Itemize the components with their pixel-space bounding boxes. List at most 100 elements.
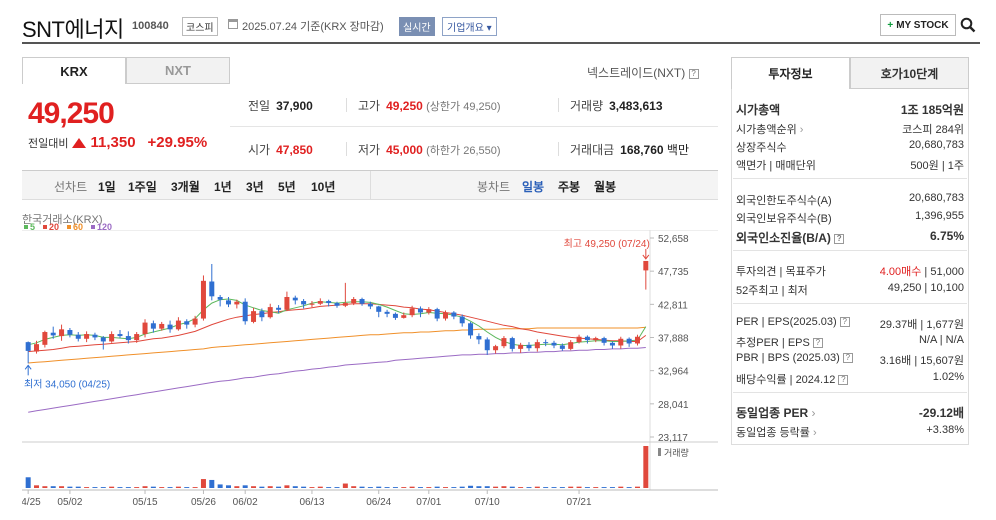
change-label: 전일대비: [28, 137, 69, 150]
volume-bar: [618, 486, 624, 488]
high-value: 49,250: [386, 99, 423, 113]
y-tick-label: 32,964: [658, 367, 689, 378]
legend-ma20: 20: [43, 222, 59, 232]
divider: [370, 171, 371, 199]
amount-unit: 백만: [666, 143, 689, 157]
volume-bar: [543, 487, 549, 488]
volume-bar: [501, 486, 507, 488]
divider: [733, 250, 967, 251]
x-tick-label: 04/25: [22, 497, 41, 508]
realtime-button[interactable]: 실시간: [399, 17, 435, 36]
candle-body: [284, 296, 290, 310]
period-1y[interactable]: 1년: [214, 180, 232, 194]
corp-overview-label: 기업개요: [447, 23, 484, 34]
volume-bar: [292, 486, 298, 488]
ma60-line: [28, 326, 646, 364]
volume-label: 거래량: [570, 99, 604, 113]
tab-nxt[interactable]: NXT: [126, 57, 230, 84]
volume-bar: [150, 486, 156, 488]
tab-order-book[interactable]: 호가10단계: [850, 57, 969, 89]
div-label-text: 배당수익률 | 2024.12: [736, 374, 836, 386]
foreign-ratio-row: 외국인소진율(B/A) ? 6.75%: [736, 229, 964, 246]
target-price: | 51,000: [921, 266, 964, 278]
volume-bar: [401, 487, 407, 488]
candle-body: [125, 336, 131, 341]
volume-bar: [59, 486, 65, 488]
volume-bar: [534, 486, 540, 488]
help-icon[interactable]: ?: [688, 68, 699, 79]
help-icon[interactable]: ?: [834, 233, 845, 244]
period-3m[interactable]: 3개월: [171, 180, 200, 194]
candle-body: [609, 342, 615, 346]
line-chart-label[interactable]: 선차트: [54, 180, 88, 194]
candle-chart-label[interactable]: 봉차트: [477, 180, 511, 194]
volume-bar: [626, 487, 632, 488]
candle-body: [192, 318, 198, 325]
volume-bar: [225, 485, 231, 488]
volume-bar: [326, 487, 332, 488]
search-icon[interactable]: [956, 14, 980, 36]
price-chart[interactable]: 52,658 47,735 42,811 37,888 32,964 28,041 23,1…: [22, 230, 718, 520]
candle-monthly[interactable]: 월봉: [594, 180, 617, 194]
corp-overview-dropdown[interactable]: 기업개요 ▾: [442, 17, 497, 36]
my-stock-button[interactable]: + MY STOCK: [880, 14, 956, 36]
period-10y[interactable]: 10년: [311, 180, 336, 194]
volume-bar: [125, 487, 131, 488]
legend-swatch: [24, 225, 28, 229]
volume-bar: [426, 487, 432, 488]
low-price: 저가 45,000 (하한가 26,550): [358, 141, 501, 158]
help-icon[interactable]: ?: [842, 353, 853, 364]
candle-daily[interactable]: 일봉: [522, 180, 545, 194]
volume-bar: [100, 487, 106, 488]
candle-body: [526, 344, 532, 349]
chevron-right-icon: ›: [812, 427, 817, 439]
help-icon[interactable]: ?: [838, 375, 849, 386]
candle-body: [568, 342, 574, 349]
max-label: 최고 49,250 (07/24): [564, 238, 650, 250]
help-icon[interactable]: ?: [812, 338, 823, 349]
low-label: 저가: [358, 143, 381, 157]
chevron-right-icon: ›: [799, 124, 804, 136]
industry-per-row[interactable]: 동일업종 PER › -29.12배: [736, 404, 964, 421]
stock-header: SNT에너지 100840 코스피 2025.07.24 기준(KRX 장마감)…: [22, 8, 980, 44]
candle-body: [109, 334, 115, 342]
opinion-row: 투자의견 | 목표주가 4.00매수 | 51,000: [736, 263, 964, 279]
industry-rate-row[interactable]: 동일업종 등락률 › +3.38%: [736, 424, 964, 440]
tab-invest-info[interactable]: 투자정보: [731, 57, 850, 89]
candle-body: [42, 332, 48, 345]
volume-bar: [584, 487, 590, 488]
nextrade-link[interactable]: 넥스트레이드(NXT) ?: [587, 64, 699, 81]
opinion-rating: 4.00매수: [879, 266, 922, 278]
candle-body: [50, 332, 56, 336]
volume-bar: [234, 486, 240, 488]
volume-bar: [551, 487, 557, 488]
period-1d[interactable]: 1일: [98, 180, 116, 194]
volume-bar: [634, 486, 640, 488]
per-label: PER | EPS(2025.03) ?: [736, 316, 850, 332]
exchange-tabs: KRX NXT: [22, 57, 230, 84]
nextrade-label: 넥스트레이드(NXT): [587, 66, 686, 80]
volume-bar: [75, 486, 81, 488]
volume-bar: [484, 486, 490, 488]
market-cap-rank-row[interactable]: 시가총액순위 › 코스피 284위: [736, 121, 964, 137]
tab-krx[interactable]: KRX: [22, 57, 126, 84]
help-icon[interactable]: ?: [839, 317, 850, 328]
volume-legend-swatch: [658, 448, 661, 456]
period-3y[interactable]: 3년: [246, 180, 264, 194]
volume-bar: [167, 487, 173, 488]
period-1w[interactable]: 1주일: [128, 180, 157, 194]
w52-row: 52주최고 | 최저 49,250 | 10,100: [736, 282, 964, 298]
candle-body: [476, 336, 482, 340]
candle-body: [251, 311, 257, 322]
volume-bar: [359, 486, 365, 488]
candle-body: [84, 334, 90, 339]
candle-body: [100, 337, 106, 342]
open-value: 47,850: [276, 143, 313, 157]
candle-body: [150, 323, 156, 329]
y-tick-label: 52,658: [658, 234, 689, 245]
period-5y[interactable]: 5년: [278, 180, 296, 194]
volume-bar: [42, 486, 48, 488]
candle-weekly[interactable]: 주봉: [558, 180, 581, 194]
candle-body: [417, 308, 423, 313]
candle-body: [200, 280, 206, 319]
